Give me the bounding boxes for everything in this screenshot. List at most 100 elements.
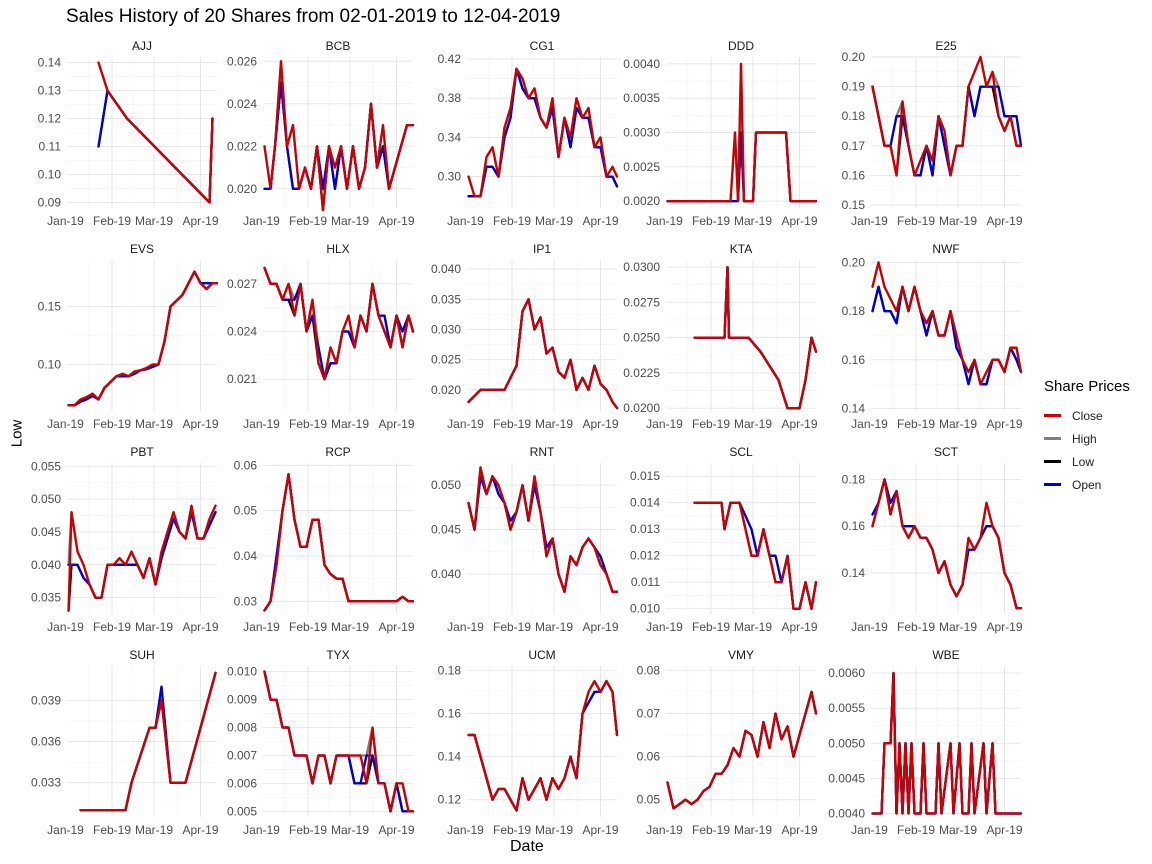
x-tick-label: Feb-19 — [692, 620, 730, 634]
y-tick-label: 0.050 — [31, 492, 61, 506]
x-tick-label: Jan-19 — [646, 823, 683, 837]
x-tick-label: Apr-19 — [182, 214, 218, 228]
y-tick-label: 0.030 — [431, 322, 461, 336]
x-tick-label: Mar-19 — [939, 620, 977, 634]
panel-title: PBT — [130, 445, 154, 459]
y-tick-label: 0.0025 — [623, 160, 660, 174]
y-tick-label: 0.18 — [842, 304, 866, 318]
y-tick-label: 0.014 — [630, 496, 660, 510]
x-tick-label: Feb-19 — [692, 214, 730, 228]
x-tick-label: Apr-19 — [986, 823, 1022, 837]
y-tick-label: 0.09 — [38, 195, 62, 209]
y-tick-label: 0.0040 — [828, 806, 865, 820]
y-tick-label: 0.20 — [842, 50, 866, 64]
y-tick-label: 0.012 — [630, 549, 660, 563]
panel-title: NWF — [932, 242, 959, 256]
y-tick-label: 0.0040 — [623, 57, 660, 71]
panel-title: SUH — [129, 648, 154, 662]
x-tick-label: Jan-19 — [243, 417, 280, 431]
legend-item-open: Open — [1044, 473, 1130, 496]
y-tick-label: 0.015 — [630, 469, 660, 483]
panel-wbe: Jan-19 Feb-19 Mar-19 Apr-19 0.0040 0.0045 0.00… — [828, 648, 1023, 837]
x-tick-label: Feb-19 — [93, 823, 131, 837]
x-tick-label: Jan-19 — [243, 620, 280, 634]
x-tick-label: Mar-19 — [535, 214, 573, 228]
panel-title: BCB — [326, 39, 351, 53]
y-tick-label: 0.026 — [227, 54, 257, 68]
panel-vmy: Jan-19 Feb-19 Mar-19 Apr-19 0.05 0.06 0.07 0.08… — [637, 648, 818, 837]
panel-title: HLX — [326, 242, 349, 256]
series-line-close — [467, 466, 619, 593]
y-tick-label: 0.14 — [438, 750, 462, 764]
x-tick-label: Feb-19 — [692, 417, 730, 431]
x-tick-label: Apr-19 — [582, 417, 618, 431]
panel-background — [67, 463, 217, 614]
y-tick-label: 0.0030 — [623, 126, 660, 140]
legend-swatch-open — [1044, 483, 1061, 486]
x-tick-label: Feb-19 — [93, 417, 131, 431]
chart-title: Sales History of 20 Shares from 02-01-20… — [66, 6, 561, 27]
x-tick-label: Jan-19 — [447, 417, 484, 431]
series-line-close — [67, 504, 217, 612]
x-tick-label: Feb-19 — [897, 620, 935, 634]
series-line-close — [871, 55, 1023, 177]
x-tick-label: Feb-19 — [897, 417, 935, 431]
series-line-close — [67, 270, 219, 407]
panel-background — [871, 463, 1021, 614]
y-tick-label: 0.045 — [31, 525, 61, 539]
series-line-close — [871, 261, 1023, 386]
y-tick-label: 0.18 — [842, 472, 866, 486]
y-tick-label: 0.14 — [38, 56, 62, 70]
y-tick-label: 0.07 — [637, 706, 661, 720]
y-tick-label: 0.045 — [431, 523, 461, 537]
y-tick-label: 0.0050 — [828, 736, 865, 750]
legend-swatch-close — [1044, 414, 1061, 417]
x-tick-label: Jan-19 — [47, 620, 84, 634]
x-tick-label: Mar-19 — [331, 620, 369, 634]
panel-hlx: Jan-19 Feb-19 Mar-19 Apr-19 0.021 0.024 0.027 H… — [227, 242, 415, 431]
y-tick-label: 0.15 — [38, 299, 62, 313]
y-tick-label: 0.0225 — [623, 366, 660, 380]
y-tick-label: 0.039 — [31, 693, 61, 707]
y-tick-label: 0.040 — [431, 262, 461, 276]
x-tick-label: Feb-19 — [93, 214, 131, 228]
y-tick-label: 0.0300 — [623, 260, 660, 274]
x-tick-label: Feb-19 — [289, 823, 327, 837]
x-tick-label: Apr-19 — [781, 620, 817, 634]
y-tick-label: 0.0200 — [623, 401, 660, 415]
panel-rnt: Jan-19 Feb-19 Mar-19 Apr-19 0.040 0.045 0.050 R… — [431, 445, 619, 634]
x-tick-label: Mar-19 — [135, 417, 173, 431]
legend-label-close: Close — [1072, 408, 1103, 423]
x-tick-label: Mar-19 — [331, 417, 369, 431]
x-tick-label: Feb-19 — [493, 417, 531, 431]
y-tick-label: 0.11 — [39, 139, 62, 153]
y-tick-label: 0.007 — [227, 748, 257, 762]
x-tick-label: Apr-19 — [582, 214, 618, 228]
x-tick-label: Mar-19 — [734, 823, 772, 837]
series-line-close — [467, 67, 619, 198]
panel-title: WBE — [932, 648, 959, 662]
y-tick-label: 0.022 — [227, 139, 257, 153]
series-line-close — [693, 265, 818, 410]
x-tick-label: Feb-19 — [493, 620, 531, 634]
panel-e25: Jan-19 Feb-19 Mar-19 Apr-19 0.15 0.16 0.17 0.18… — [842, 39, 1023, 228]
y-tick-label: 0.17 — [842, 139, 866, 153]
x-tick-label: Feb-19 — [289, 620, 327, 634]
y-tick-label: 0.010 — [227, 665, 257, 679]
x-tick-label: Feb-19 — [493, 214, 531, 228]
y-tick-label: 0.0020 — [623, 194, 660, 208]
x-tick-label: Jan-19 — [47, 823, 84, 837]
panel-background — [467, 666, 617, 817]
series-line-close — [666, 690, 818, 810]
x-tick-label: Apr-19 — [986, 214, 1022, 228]
y-tick-label: 0.010 — [630, 602, 660, 616]
x-tick-label: Mar-19 — [939, 823, 977, 837]
legend-swatch-low — [1044, 460, 1061, 463]
y-tick-label: 0.036 — [31, 735, 61, 749]
panel-bcb: Jan-19 Feb-19 Mar-19 Apr-19 0.020 0.022 0.024 0… — [227, 39, 415, 228]
series-line-close — [467, 679, 619, 812]
y-tick-label: 0.0060 — [828, 666, 865, 680]
panel-title: RCP — [325, 445, 350, 459]
y-tick-label: 0.06 — [234, 458, 258, 472]
